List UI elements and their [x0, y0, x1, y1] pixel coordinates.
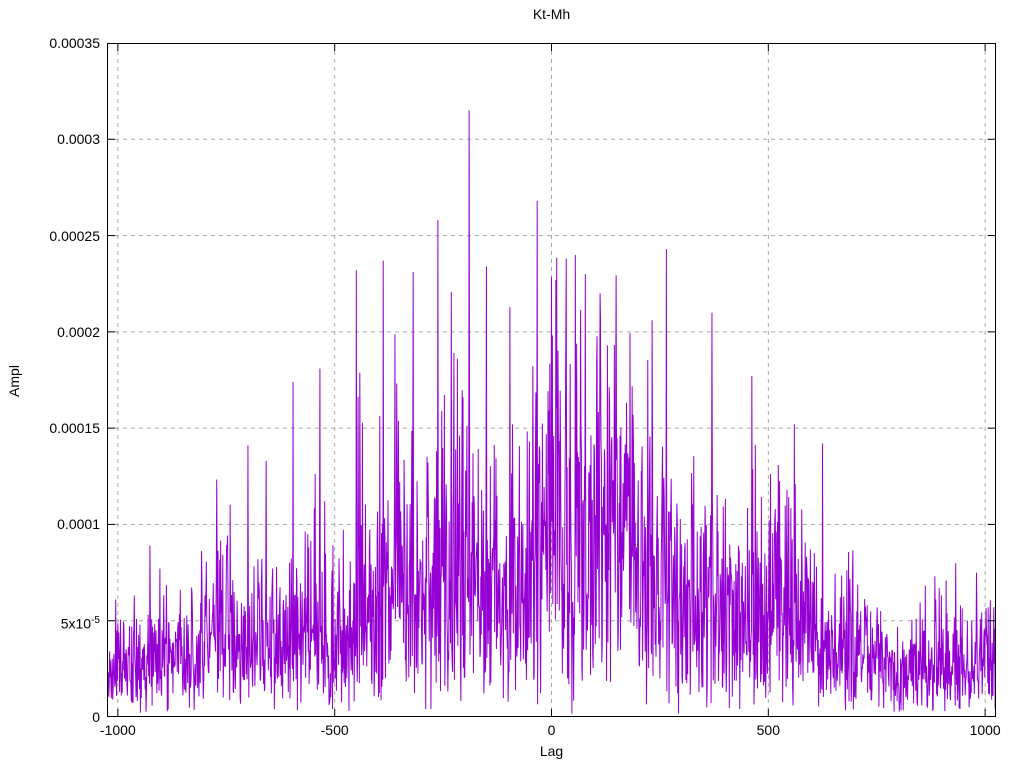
x-tick-label: 0 — [547, 722, 556, 738]
plot-canvas — [107, 43, 996, 717]
y-tick-label: 0.0003 — [57, 131, 100, 148]
plot-area — [107, 43, 996, 717]
y-axis-label: Ampl — [6, 365, 22, 397]
y-tick-label: 5x10-5 — [60, 614, 100, 632]
y-tick-label: 0.00015 — [49, 420, 100, 437]
data-series-line — [107, 110, 996, 714]
y-tick-label: 0.0001 — [57, 516, 100, 533]
x-tick-label: -500 — [320, 722, 349, 738]
x-tick-label: 500 — [756, 722, 780, 738]
y-tick-label: 0.00025 — [49, 227, 100, 244]
y-tick-label-exponent: -5 — [91, 614, 100, 626]
chart-title: Kt-Mh — [532, 6, 571, 22]
y-tick-label: 0.0002 — [57, 323, 100, 340]
x-axis-label: Lag — [539, 743, 564, 759]
y-tick-label: 0.00035 — [49, 35, 100, 51]
x-tick-label: -1000 — [99, 722, 136, 738]
y-tick-label: 0 — [92, 709, 100, 725]
x-tick-label: 1000 — [969, 722, 1001, 738]
